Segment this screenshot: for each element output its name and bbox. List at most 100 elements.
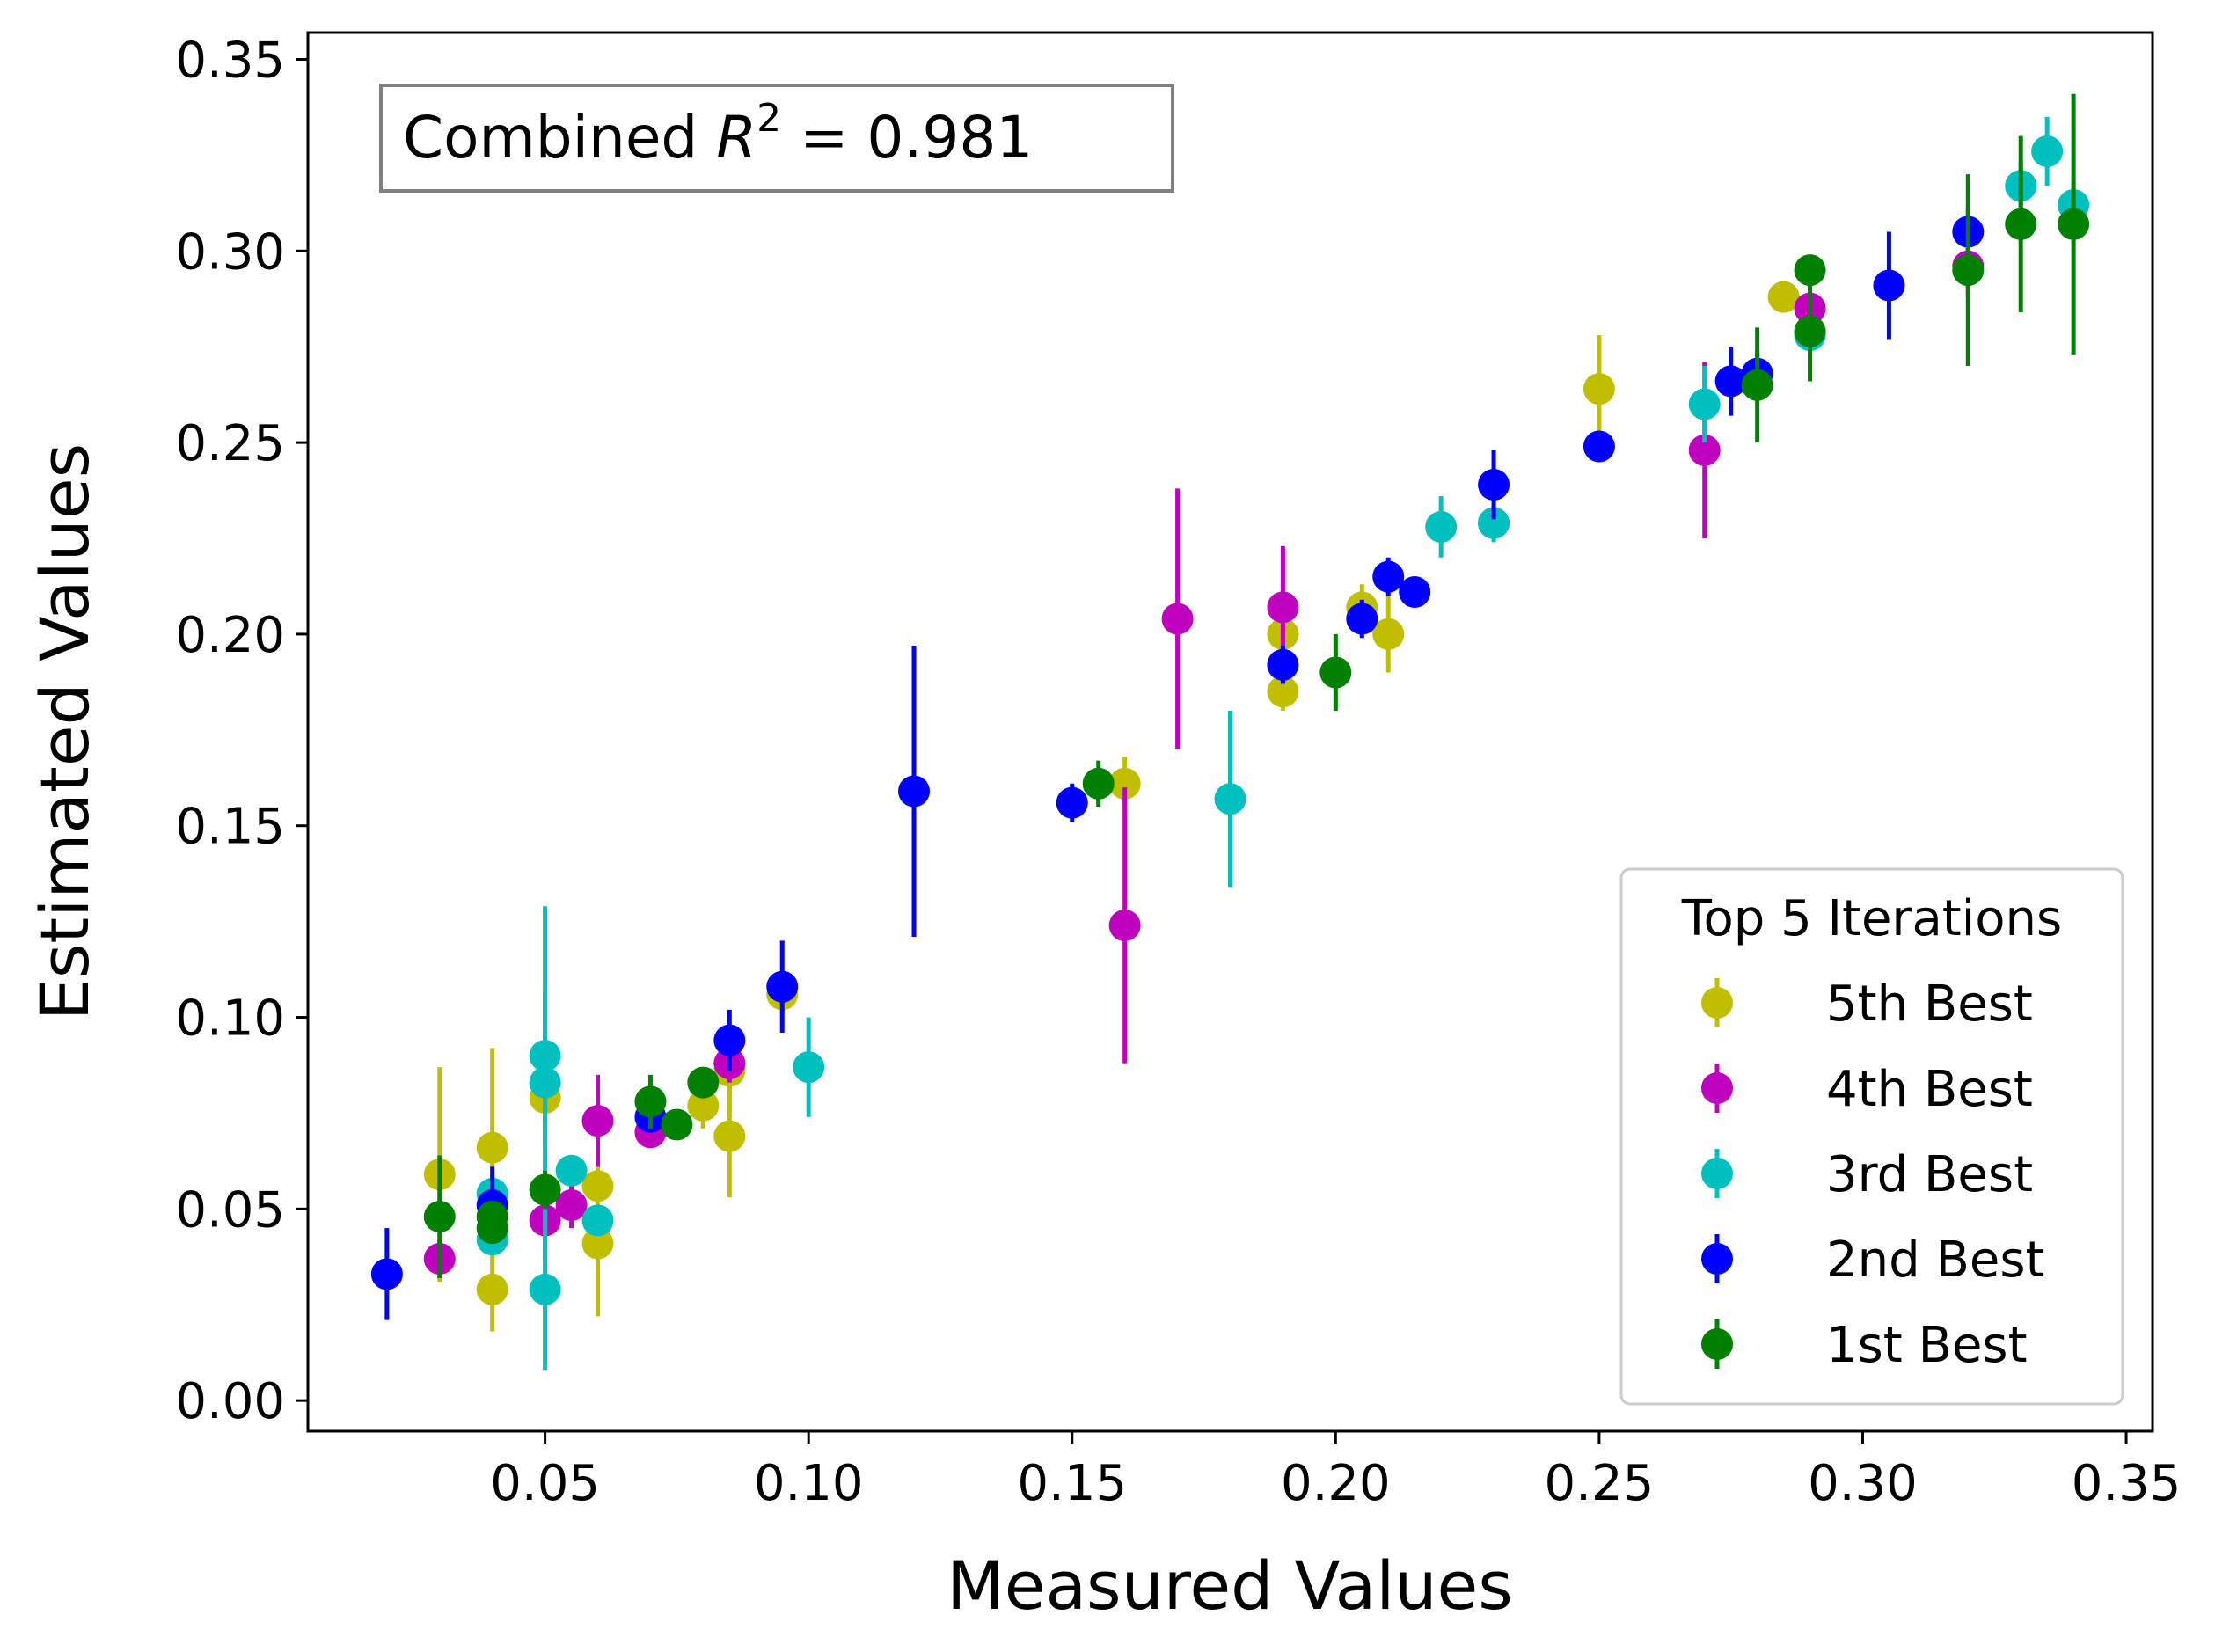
legend-entry-1st-best: 1st Best [1701,1317,2028,1374]
data-point [423,1201,456,1233]
annotation-text: Combined R2 = 0.981 [403,96,1033,172]
data-point [1319,656,1352,689]
y-tick-label: 0.15 [175,799,285,856]
data-point [1267,648,1299,681]
data-point [1714,365,1747,398]
data-point [1372,560,1405,593]
y-tick-label: 0.00 [175,1373,285,1430]
data-point [2058,208,2090,240]
legend-marker [1701,1243,1733,1275]
data-point [1267,591,1299,624]
annotation-symbol: R [716,104,757,172]
legend: Top 5 Iterations 5th Best 4th Best 3rd Bes… [1619,867,2124,1406]
data-point [1346,603,1378,635]
annotation-box [379,84,1174,193]
data-point [793,1051,825,1084]
data-point [1873,269,1905,302]
data-point [1741,369,1773,401]
data-point [476,1131,508,1164]
legend-entries: 5th Best 4th Best 3rd Best 2nd Best 1st Best [1701,976,2044,1374]
legend-entry-3rd-best: 3rd Best [1701,1146,2033,1203]
annotation-suffix: = 0.981 [781,104,1033,172]
data-point [1688,434,1721,466]
data-point [476,1273,508,1305]
data-point [766,970,799,1003]
legend-label: 4th Best [1826,1061,2033,1118]
legend-label: 1st Best [1826,1317,2028,1374]
data-point [1108,909,1141,941]
series-1st-best [423,93,2090,1278]
data-point [687,1066,720,1099]
data-point [1794,254,1826,287]
x-tick-label: 0.35 [2072,1455,2182,1512]
legend-label: 5th Best [1826,976,2033,1033]
legend-title: Top 5 Iterations [1681,890,2062,947]
annotation-superscript: 2 [757,96,781,141]
data-point [529,1273,561,1305]
data-point [1372,618,1405,650]
data-point [1425,510,1458,543]
x-tick-label: 0.30 [1808,1455,1918,1512]
data-point [634,1085,667,1118]
data-point [581,1105,614,1137]
y-tick-label: 0.10 [175,990,285,1048]
legend-entry-4th-best: 4th Best [1701,1061,2033,1118]
data-point [1583,430,1615,463]
legend-marker [1701,1328,1733,1360]
legend-marker [1701,1072,1733,1104]
legend-marker [1701,1158,1733,1189]
data-point [1056,786,1088,819]
r-squared-annotation: Combined R2 = 0.981 [379,84,1174,193]
data-point [1161,603,1194,635]
data-point [898,775,931,808]
legend-entry-2nd-best: 2nd Best [1701,1232,2044,1289]
y-tick-label: 0.30 [175,223,285,281]
data-point [370,1258,403,1290]
data-point [2031,135,2064,168]
data-point [1952,254,1985,287]
series-layer [370,93,2090,1371]
plot-frame [306,31,2154,1433]
y-tick-label: 0.05 [175,1181,285,1239]
data-point [555,1188,588,1221]
legend-entry-5th-best: 5th Best [1701,976,2033,1033]
legend-marker [1701,987,1733,1019]
data-point [1583,373,1615,406]
x-tick-label: 0.15 [1017,1455,1127,1512]
data-point [529,1173,561,1206]
data-point [581,1204,614,1237]
data-point [661,1108,693,1141]
legend-box [1619,867,2124,1406]
data-point [1478,469,1510,501]
data-point [713,1024,746,1056]
data-point [1794,315,1826,347]
data-point [555,1154,588,1187]
data-point [476,1212,508,1245]
y-axis-title: Estimated Values [26,443,104,1020]
x-tick-label: 0.10 [754,1455,864,1512]
x-axis-title: Measured Values [947,1546,1513,1625]
data-point [1214,783,1246,815]
x-tick-label: 0.25 [1545,1455,1655,1512]
x-tick-label: 0.05 [490,1455,600,1512]
ticks-layer: 0.05 0.10 0.15 0.20 0.25 0.30 0.35 0.00 0.05 0.10… [175,32,2181,1512]
y-tick-label: 0.25 [175,415,285,472]
data-point [687,1089,720,1122]
data-point [1688,388,1721,420]
data-point [1108,767,1141,800]
legend-label: 3rd Best [1826,1146,2033,1203]
data-point [1767,281,1800,313]
annotation-prefix: Combined [403,104,716,172]
x-tick-label: 0.20 [1281,1455,1391,1512]
data-point [1478,507,1510,539]
data-point [581,1227,614,1260]
data-point [1267,676,1299,708]
legend-label: 2nd Best [1826,1232,2044,1289]
data-point [2005,208,2037,240]
data-point [1082,767,1115,800]
data-point [713,1120,746,1152]
y-tick-label: 0.20 [175,607,285,664]
data-point [1399,576,1431,608]
y-tick-label: 0.35 [175,32,285,89]
